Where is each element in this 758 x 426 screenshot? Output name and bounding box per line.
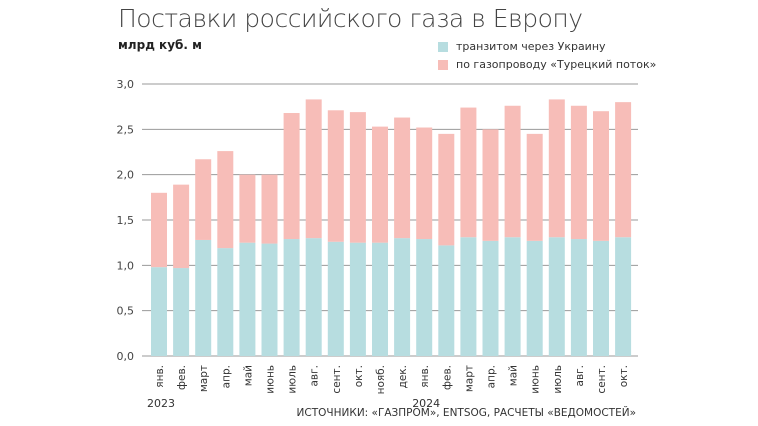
x-tick-label: авг. bbox=[574, 365, 586, 386]
bar-transit bbox=[526, 240, 543, 356]
x-tick-label: дек. bbox=[397, 365, 409, 388]
bar-turkstream bbox=[195, 159, 212, 240]
bar-transit bbox=[305, 238, 322, 356]
unit-label: млрд куб. м bbox=[118, 38, 202, 52]
bar-turkstream bbox=[482, 129, 499, 241]
y-tick-label: 0,5 bbox=[117, 305, 135, 318]
bar-turkstream bbox=[305, 99, 322, 239]
bar-turkstream bbox=[261, 174, 278, 244]
x-tick-label: сент. bbox=[596, 365, 608, 394]
bar-transit bbox=[593, 240, 609, 356]
x-tick-label: окт. bbox=[353, 365, 365, 387]
bar-turkstream bbox=[504, 105, 521, 238]
year-label: 2023 bbox=[147, 397, 175, 410]
bar-turkstream bbox=[548, 99, 565, 238]
legend-label-turkstream: по газопроводу «Турецкий поток» bbox=[456, 58, 657, 71]
bar-turkstream bbox=[615, 102, 632, 238]
y-tick-label: 1,5 bbox=[117, 214, 135, 227]
y-tick-label: 2,5 bbox=[117, 123, 135, 136]
source-note: ИСТОЧНИКИ: «ГАЗПРОМ», ENTSOG, РАСЧЕТЫ «В… bbox=[296, 407, 636, 419]
bar-transit bbox=[570, 239, 587, 356]
x-tick-label: март bbox=[198, 365, 210, 392]
bar-turkstream bbox=[416, 127, 433, 240]
bar-turkstream bbox=[173, 184, 190, 269]
x-tick-label: май bbox=[242, 365, 254, 386]
bar-transit bbox=[615, 237, 632, 356]
bar-turkstream bbox=[526, 133, 543, 241]
x-tick-label: янв. bbox=[419, 365, 431, 388]
y-tick-label: 1,0 bbox=[117, 259, 135, 272]
x-tick-label: сент. bbox=[331, 365, 343, 394]
bar-transit bbox=[195, 239, 212, 356]
bar-transit bbox=[416, 239, 433, 356]
legend-swatch-transit bbox=[438, 41, 448, 52]
x-tick-label: июль bbox=[552, 365, 564, 394]
x-tick-label: июнь bbox=[530, 365, 542, 394]
bar-transit bbox=[239, 242, 256, 356]
x-tick-label: авг. bbox=[309, 365, 321, 386]
bar-turkstream bbox=[372, 126, 388, 243]
bar-transit bbox=[394, 238, 411, 356]
legend-swatch-turkstream bbox=[438, 59, 448, 70]
chart-title: Поставки российского газа в Европу bbox=[118, 4, 583, 33]
bar-turkstream bbox=[327, 110, 344, 242]
bar-turkstream bbox=[239, 174, 256, 243]
bar-transit bbox=[438, 245, 455, 356]
y-tick-label: 0,0 bbox=[117, 350, 135, 363]
bar-transit bbox=[217, 248, 234, 356]
x-tick-label: июль bbox=[287, 365, 299, 394]
bar-transit bbox=[460, 237, 477, 356]
bar-turkstream bbox=[460, 107, 477, 238]
bar-turkstream bbox=[217, 151, 234, 249]
bar-turkstream bbox=[593, 111, 609, 241]
bar-turkstream bbox=[394, 117, 411, 239]
x-tick-label: май bbox=[508, 365, 520, 386]
x-tick-label: нояб. bbox=[375, 365, 387, 394]
bar-transit bbox=[482, 240, 499, 356]
bar-transit bbox=[372, 242, 388, 356]
bar-transit bbox=[151, 267, 167, 356]
x-tick-label: янв. bbox=[154, 365, 166, 388]
legend-item-transit: транзитом через Украину bbox=[438, 40, 606, 53]
bar-transit bbox=[349, 242, 366, 356]
bar-transit bbox=[173, 268, 190, 356]
y-tick-label: 3,0 bbox=[117, 78, 135, 91]
bar-turkstream bbox=[283, 113, 300, 240]
bar-transit bbox=[548, 237, 565, 356]
x-tick-label: окт. bbox=[618, 365, 630, 387]
x-tick-label: март bbox=[463, 365, 475, 392]
year-label: 2024 bbox=[412, 397, 440, 410]
y-tick-label: 2,0 bbox=[117, 169, 135, 182]
bar-transit bbox=[327, 241, 344, 356]
legend-item-turkstream: по газопроводу «Турецкий поток» bbox=[438, 58, 656, 71]
legend-label-transit: транзитом через Украину bbox=[456, 40, 606, 53]
bar-turkstream bbox=[570, 105, 587, 240]
bar-turkstream bbox=[349, 112, 366, 243]
bar-transit bbox=[283, 239, 300, 356]
bar-turkstream bbox=[151, 192, 167, 268]
x-tick-label: фев. bbox=[176, 365, 188, 390]
bar-transit bbox=[261, 243, 278, 356]
bar-transit bbox=[504, 237, 521, 356]
bar-turkstream bbox=[438, 133, 455, 246]
x-tick-label: апр. bbox=[220, 365, 232, 388]
x-tick-label: фев. bbox=[441, 365, 453, 390]
x-tick-label: июнь bbox=[265, 365, 277, 394]
x-tick-label: апр. bbox=[486, 365, 498, 388]
